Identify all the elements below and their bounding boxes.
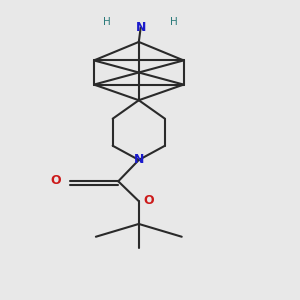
Text: O: O	[144, 194, 154, 207]
Text: O: O	[50, 174, 61, 187]
Text: N: N	[134, 154, 144, 166]
Text: H: H	[103, 17, 111, 27]
Text: H: H	[170, 17, 178, 27]
Text: N: N	[136, 21, 146, 34]
